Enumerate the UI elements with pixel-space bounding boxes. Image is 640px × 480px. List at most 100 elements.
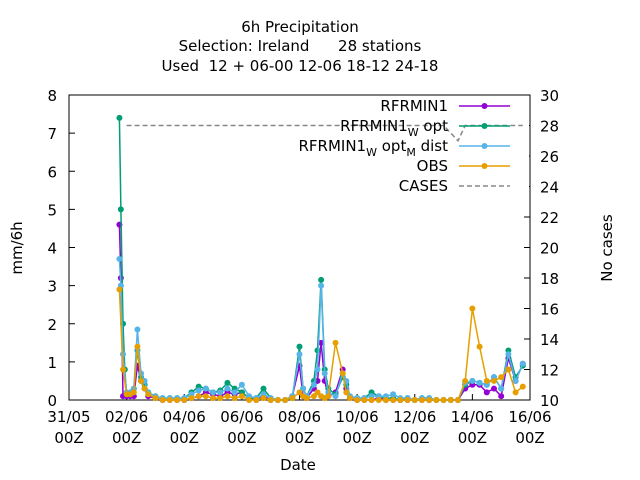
series-point-3: [519, 383, 526, 390]
series-point-1: [116, 114, 123, 121]
y-tick-label: 5: [47, 201, 57, 219]
series-point-3: [397, 397, 404, 403]
x-tick-label-time: 00Z: [515, 429, 544, 447]
series-point-2: [217, 389, 224, 396]
series-point-0: [483, 389, 490, 396]
legend-label: RFRMIN1W opt: [340, 117, 448, 139]
legend-swatch-marker: [481, 103, 488, 109]
chart-title: 6h Precipitation: [241, 18, 359, 36]
series-point-2: [321, 370, 328, 377]
y2-tick-label: 28: [540, 118, 559, 136]
series-point-2: [238, 381, 245, 388]
x-axis-label: Date: [280, 456, 316, 474]
series-point-3: [130, 389, 137, 396]
x-tick-label-date: 10/06: [336, 408, 379, 426]
series-point-3: [274, 397, 281, 403]
y-tick-label: 7: [47, 125, 57, 143]
series-point-3: [411, 397, 418, 403]
series-point-3: [145, 391, 152, 398]
series-point-3: [462, 377, 469, 384]
series-point-3: [440, 397, 447, 403]
series-point-3: [476, 343, 483, 350]
legend-swatch-marker: [481, 123, 488, 129]
x-tick-label-date: 02/06: [105, 408, 148, 426]
series-point-3: [267, 397, 274, 403]
series-point-3: [181, 397, 188, 403]
series-point-3: [426, 397, 433, 403]
series-point-3: [404, 397, 411, 403]
chart-subtitle-used: Used 12 + 06-00 12-06 18-12 24-18: [162, 57, 439, 75]
y-tick-label: 6: [47, 163, 57, 181]
series-point-3: [138, 377, 145, 384]
y2-axis-label: No cases: [598, 214, 616, 282]
series-point-3: [346, 395, 353, 402]
legend-label: OBS: [417, 157, 448, 175]
x-tick-label-time: 00Z: [458, 429, 487, 447]
x-tick-label-date: 31/05: [47, 408, 90, 426]
x-tick-label-date: 16/06: [508, 408, 551, 426]
series-point-3: [469, 305, 476, 312]
series-point-1: [260, 385, 267, 392]
series-point-2: [231, 389, 238, 396]
legend-label: RFRMIN1: [380, 97, 448, 115]
series-point-1: [224, 379, 231, 386]
y-tick-label: 4: [47, 240, 57, 258]
x-tick-label-time: 00Z: [227, 429, 256, 447]
series-point-3: [375, 397, 382, 403]
series-point-3: [289, 395, 296, 402]
series-point-2: [318, 282, 325, 289]
series-point-3: [282, 397, 289, 403]
x-tick-label-time: 00Z: [285, 429, 314, 447]
series-point-1: [296, 343, 303, 350]
series-point-2: [519, 360, 526, 367]
series-point-3: [343, 389, 350, 396]
x-tick-label-time: 00Z: [54, 429, 83, 447]
plot-area: 012345678101214161820222426283031/0500Z0…: [47, 87, 559, 447]
series-point-3: [141, 385, 148, 392]
y2-tick-label: 14: [540, 331, 559, 349]
legend-label: RFRMIN1W optM dist: [298, 137, 448, 159]
series-point-2: [390, 391, 397, 398]
series-point-3: [166, 397, 173, 403]
y2-tick-label: 26: [540, 148, 559, 166]
series-point-3: [296, 389, 303, 396]
x-tick-label-time: 00Z: [342, 429, 371, 447]
series-point-3: [134, 343, 141, 350]
y-tick-label: 2: [47, 316, 57, 334]
y-tick-label: 1: [47, 354, 57, 372]
series-point-3: [310, 393, 317, 400]
series-point-3: [490, 377, 497, 384]
series-point-3: [210, 395, 217, 402]
x-tick-label-date: 06/06: [220, 408, 263, 426]
series-point-3: [418, 397, 425, 403]
x-tick-label-time: 00Z: [400, 429, 429, 447]
series-point-2: [210, 389, 217, 396]
series-point-3: [116, 286, 123, 293]
series-point-3: [447, 397, 454, 403]
series-line-0: [118, 224, 524, 401]
series-point-2: [469, 377, 476, 384]
series-point-3: [202, 393, 209, 400]
series-point-3: [224, 393, 231, 400]
series-point-2: [498, 385, 505, 392]
series-point-2: [310, 381, 317, 388]
series-point-3: [390, 397, 397, 403]
y2-tick-label: 20: [540, 240, 559, 258]
series-point-3: [217, 395, 224, 402]
y-axis-label: mm/6h: [8, 221, 26, 274]
y2-tick-label: 24: [540, 179, 559, 197]
series-point-2: [512, 377, 519, 384]
y-tick-label: 0: [47, 392, 57, 410]
x-tick-label-time: 00Z: [170, 429, 199, 447]
series-point-2: [296, 351, 303, 358]
series-point-3: [483, 377, 490, 384]
series-point-2: [332, 393, 339, 400]
series-point-3: [339, 370, 346, 377]
series-point-0: [490, 385, 497, 392]
legend-swatch-marker: [481, 163, 488, 169]
series-point-3: [433, 397, 440, 403]
x-tick-label-date: 04/06: [163, 408, 206, 426]
series-point-3: [325, 393, 332, 400]
series-point-3: [512, 389, 519, 396]
series-point-2: [505, 351, 512, 358]
